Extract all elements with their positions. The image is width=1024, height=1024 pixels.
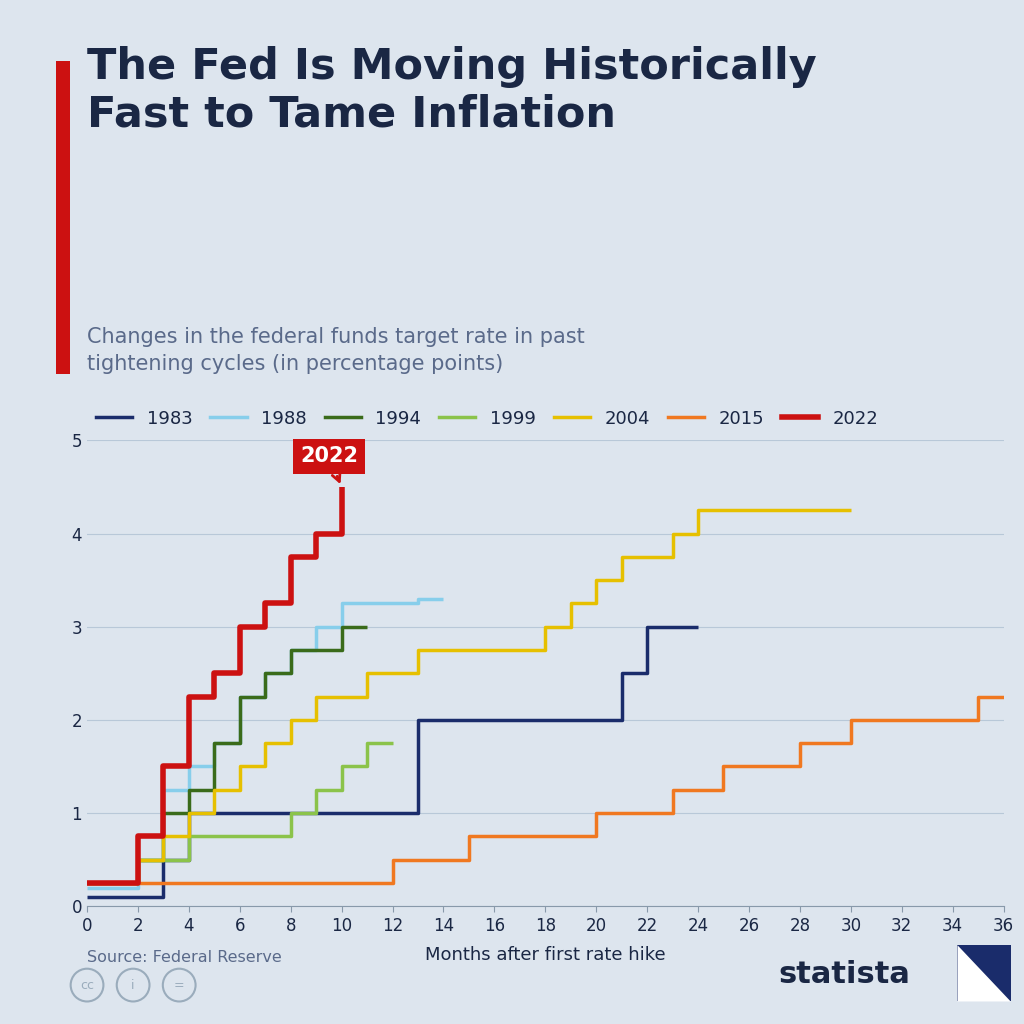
Text: statista: statista bbox=[778, 961, 910, 989]
Text: The Fed Is Moving Historically
Fast to Tame Inflation: The Fed Is Moving Historically Fast to T… bbox=[87, 46, 817, 135]
Text: =: = bbox=[174, 979, 184, 991]
Text: Source: Federal Reserve: Source: Federal Reserve bbox=[87, 950, 282, 966]
Text: 2022: 2022 bbox=[300, 446, 358, 481]
Text: i: i bbox=[131, 979, 135, 991]
Legend: 1983, 1988, 1994, 1999, 2004, 2015, 2022: 1983, 1988, 1994, 1999, 2004, 2015, 2022 bbox=[96, 410, 879, 428]
Text: cc: cc bbox=[80, 979, 94, 991]
Text: Changes in the federal funds target rate in past
tightening cycles (in percentag: Changes in the federal funds target rate… bbox=[87, 328, 585, 374]
X-axis label: Months after first rate hike: Months after first rate hike bbox=[425, 946, 666, 964]
